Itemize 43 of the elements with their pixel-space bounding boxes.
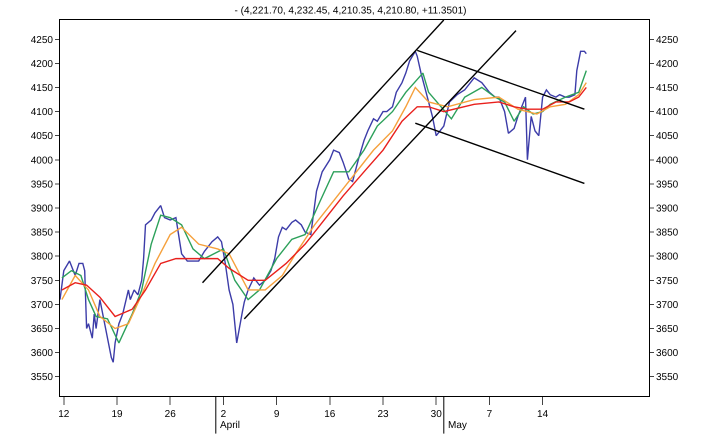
x-tick-label: 19 [111, 409, 123, 420]
x-tick-label: 23 [377, 409, 389, 420]
y2-tick-label: 4200 [656, 58, 679, 70]
y2-tick-label: 4150 [656, 82, 679, 94]
x-tick-label: 26 [164, 409, 176, 420]
y-tick-label: 3850 [30, 228, 54, 239]
y-tick-label: 3950 [30, 179, 54, 190]
y2-tick-label: 4250 [656, 34, 679, 46]
y2-tick-label: 3900 [656, 204, 679, 214]
y-tick-label: 4250 [30, 34, 54, 46]
y-tick-label: 3550 [30, 372, 54, 384]
text: May [448, 420, 467, 431]
y-tick-label: 4100 [30, 107, 54, 118]
text: April [220, 420, 240, 431]
y-tick-label: 4050 [30, 131, 54, 142]
y-tick-label: 3800 [30, 252, 54, 263]
y-tick-label: 3750 [30, 276, 54, 287]
y2-tick-label: 4000 [656, 155, 679, 166]
x-tick-label: 12 [58, 409, 70, 420]
x-tick-label: 30 [430, 409, 442, 420]
x-tick-label: 14 [537, 409, 549, 420]
y2-tick-label: 3700 [656, 300, 679, 311]
y-tick-label: 3600 [30, 348, 54, 360]
y2-tick-label: 3600 [656, 348, 679, 360]
y2-tick-label: 3800 [656, 252, 679, 263]
y-tick-label: 4000 [30, 155, 54, 166]
y-tick-label: 3700 [30, 300, 54, 311]
chart-title: - (4,221.70, 4,232.45, 4,210.35, 4,210.80, +11.3501) [234, 6, 466, 17]
x-tick-label: 16 [324, 409, 336, 420]
y2-tick-label: 3750 [656, 276, 679, 287]
y2-tick-label: 3850 [656, 228, 679, 239]
x-tick-label: 7 [486, 409, 493, 420]
y2-tick-label: 4050 [656, 131, 679, 142]
y2-tick-label: 3950 [656, 179, 679, 190]
y2-tick-label: 3550 [656, 372, 679, 384]
x-tick-label: 2 [220, 409, 227, 420]
y-tick-label: 4200 [30, 58, 54, 70]
y2-tick-label: 4100 [656, 107, 679, 118]
y-tick-label: 3900 [30, 204, 54, 214]
y2-tick-label: 3650 [656, 324, 679, 336]
x-tick-label: 9 [274, 409, 280, 420]
y-tick-label: 3650 [30, 324, 54, 336]
y-tick-label: 4150 [30, 82, 54, 94]
